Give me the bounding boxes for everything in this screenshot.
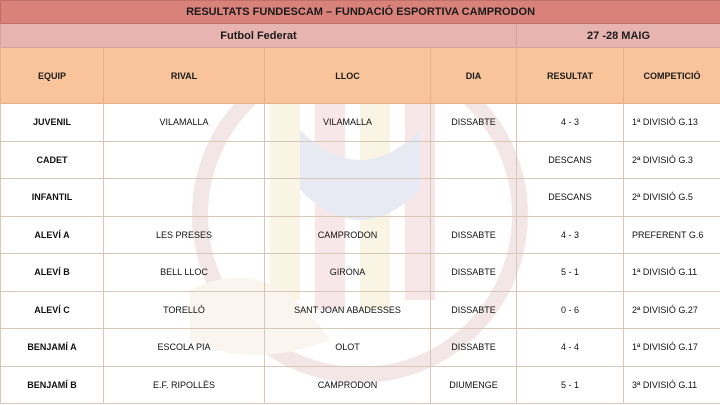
day-cell bbox=[430, 140, 517, 179]
column-header-equip: EQUIP bbox=[0, 47, 104, 104]
result-cell: 5 - 1 bbox=[516, 365, 624, 404]
day-cell: DIUMENGE bbox=[430, 365, 517, 404]
column-header-resultat: RESULTAT bbox=[516, 47, 624, 104]
competition-cell: PREFERENT G.6 bbox=[622, 215, 720, 254]
column-header-rival: RIVAL bbox=[103, 47, 265, 104]
date-range: 27 -28 MAIG bbox=[515, 23, 720, 48]
team-cell: JUVENIL bbox=[0, 103, 104, 142]
place-cell: CAMPRODON bbox=[264, 215, 431, 254]
result-cell: 5 - 1 bbox=[516, 253, 624, 292]
competition-cell: 2ª DIVISIÓ G.3 bbox=[622, 140, 720, 179]
rival-cell: E.F. RIPOLLÈS bbox=[103, 365, 265, 404]
table-row: JUVENIL VILAMALLA VILAMALLA DISSABTE 4 - 3 1ª… bbox=[0, 103, 720, 142]
team-cell: ALEVÍ A bbox=[0, 215, 104, 254]
place-cell bbox=[264, 178, 431, 217]
day-cell: DISSABTE bbox=[430, 328, 517, 367]
place-cell: OLOT bbox=[264, 328, 431, 367]
column-header-competicio: COMPETICIÓ bbox=[622, 47, 720, 104]
result-cell: DESCANS bbox=[516, 140, 624, 179]
page-title: RESULTATS FUNDESCAM – FUNDACIÓ ESPORTIVA… bbox=[0, 0, 720, 24]
section-title: Futbol Federat bbox=[0, 23, 517, 48]
column-header-lloc: LLOC bbox=[264, 47, 431, 104]
team-cell: CADET bbox=[0, 140, 104, 179]
result-cell: 4 - 3 bbox=[516, 103, 624, 142]
team-cell: ALEVÍ B bbox=[0, 253, 104, 292]
day-cell bbox=[430, 178, 517, 217]
table-row: ALEVÍ C TORELLÓ SANT JOAN ABADESSES DISSABT… bbox=[0, 290, 720, 329]
table-row: BENJAMÍ B E.F. RIPOLLÈS CAMPRODON DIUMENGE 5… bbox=[0, 365, 720, 404]
table-row: BENJAMÍ A ESCOLA PIA OLOT DISSABTE 4 - 4 1ª D… bbox=[0, 328, 720, 367]
rival-cell: ESCOLA PIA bbox=[103, 328, 265, 367]
team-cell: ALEVÍ C bbox=[0, 290, 104, 329]
place-cell: GIRONA bbox=[264, 253, 431, 292]
rival-cell bbox=[103, 178, 265, 217]
column-header-dia: DIA bbox=[430, 47, 517, 104]
competition-cell: 1ª DIVISIÓ G.11 bbox=[622, 253, 720, 292]
result-cell: 4 - 4 bbox=[516, 328, 624, 367]
team-cell: BENJAMÍ B bbox=[0, 365, 104, 404]
competition-cell: 1ª DIVISIÓ G.17 bbox=[622, 328, 720, 367]
rival-cell: BELL LLOC bbox=[103, 253, 265, 292]
result-cell: DESCANS bbox=[516, 178, 624, 217]
result-cell: 4 - 3 bbox=[516, 215, 624, 254]
competition-cell: 1ª DIVISIÓ G.13 bbox=[622, 103, 720, 142]
rival-cell bbox=[103, 140, 265, 179]
day-cell: DISSABTE bbox=[430, 290, 517, 329]
competition-cell: 3ª DIVISIÓ G.11 bbox=[622, 365, 720, 404]
place-cell: SANT JOAN ABADESSES bbox=[264, 290, 431, 329]
table-row: INFANTIL DESCANS 2ª DIVISIÓ G.5 bbox=[0, 178, 720, 217]
column-headers: EQUIP RIVAL LLOC DIA RESULTAT COMPETICIÓ bbox=[0, 47, 720, 104]
competition-cell: 2ª DIVISIÓ G.5 bbox=[622, 178, 720, 217]
place-cell: VILAMALLA bbox=[264, 103, 431, 142]
table-row: ALEVÍ B BELL LLOC GIRONA DISSABTE 5 - 1 1ª DI… bbox=[0, 253, 720, 292]
day-cell: DISSABTE bbox=[430, 103, 517, 142]
place-cell: CAMPRODON bbox=[264, 365, 431, 404]
team-cell: INFANTIL bbox=[0, 178, 104, 217]
team-cell: BENJAMÍ A bbox=[0, 328, 104, 367]
day-cell: DISSABTE bbox=[430, 253, 517, 292]
place-cell bbox=[264, 140, 431, 179]
result-cell: 0 - 6 bbox=[516, 290, 624, 329]
competition-cell: 2ª DIVISIÓ G.27 bbox=[622, 290, 720, 329]
rival-cell: VILAMALLA bbox=[103, 103, 265, 142]
day-cell: DISSABTE bbox=[430, 215, 517, 254]
table-row: CADET DESCANS 2ª DIVISIÓ G.3 bbox=[0, 140, 720, 179]
rival-cell: LES PRESES bbox=[103, 215, 265, 254]
rival-cell: TORELLÓ bbox=[103, 290, 265, 329]
